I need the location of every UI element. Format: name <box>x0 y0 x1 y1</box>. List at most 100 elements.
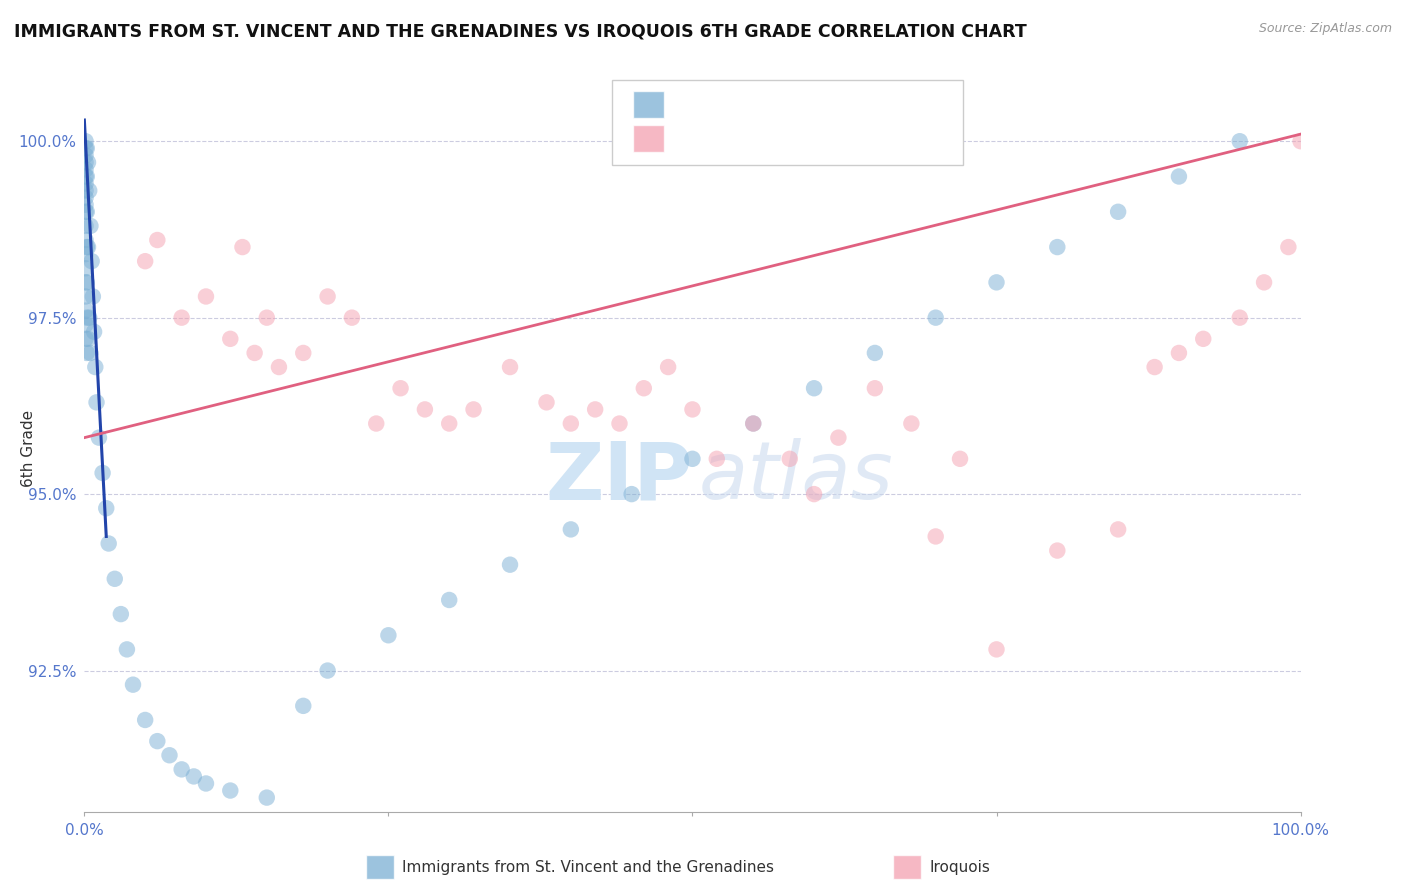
Point <box>87 431 110 445</box>
Point <box>75 318 97 332</box>
Point <box>76 276 98 290</box>
Point <box>76 204 98 219</box>
Text: ZIP: ZIP <box>546 438 693 516</box>
Point <box>742 417 765 431</box>
Point <box>560 417 582 431</box>
Point <box>76 141 98 155</box>
Point <box>1289 134 1312 148</box>
Point <box>75 303 97 318</box>
Point <box>925 529 948 543</box>
Point <box>560 522 582 536</box>
Point <box>499 558 522 572</box>
Point <box>77 310 100 325</box>
Point <box>75 148 97 162</box>
Text: R =: R = <box>675 95 711 113</box>
Point <box>742 417 765 431</box>
Point <box>77 332 100 346</box>
Point <box>75 141 97 155</box>
Point <box>1167 169 1189 184</box>
Text: N =: N = <box>787 129 824 147</box>
Text: atlas: atlas <box>699 438 893 516</box>
Point <box>183 769 205 783</box>
Point <box>84 360 107 375</box>
Point <box>75 155 97 169</box>
Point <box>316 289 339 303</box>
Point <box>75 289 97 303</box>
Point <box>75 219 97 233</box>
Point <box>779 451 801 466</box>
Point <box>292 346 315 360</box>
Text: Source: ZipAtlas.com: Source: ZipAtlas.com <box>1258 22 1392 36</box>
Point <box>159 748 181 763</box>
Text: IMMIGRANTS FROM ST. VINCENT AND THE GRENADINES VS IROQUOIS 6TH GRADE CORRELATION: IMMIGRANTS FROM ST. VINCENT AND THE GREN… <box>14 22 1026 40</box>
Point <box>75 261 97 276</box>
Point <box>97 536 120 550</box>
Point <box>122 678 145 692</box>
Point <box>77 240 100 254</box>
Point <box>104 572 127 586</box>
Point <box>827 431 849 445</box>
Point <box>77 184 100 198</box>
Point <box>267 360 290 375</box>
Point <box>75 233 97 247</box>
Point <box>75 169 97 184</box>
Point <box>96 501 118 516</box>
Point <box>82 289 104 303</box>
Point <box>76 346 98 360</box>
Point <box>110 607 132 621</box>
Point <box>75 162 97 177</box>
Point <box>75 276 97 290</box>
Point <box>986 642 1008 657</box>
Point <box>80 254 103 268</box>
Point <box>75 332 97 346</box>
Point <box>413 402 436 417</box>
Point <box>657 360 679 375</box>
Point <box>633 381 655 395</box>
Point <box>1143 360 1166 375</box>
Point <box>1167 346 1189 360</box>
Point <box>256 790 278 805</box>
Point <box>76 169 98 184</box>
Text: 73: 73 <box>827 95 852 113</box>
Text: 0.398: 0.398 <box>714 129 772 147</box>
Point <box>75 204 97 219</box>
Point <box>463 402 485 417</box>
Point <box>79 219 101 233</box>
Point <box>195 289 218 303</box>
Point <box>949 451 972 466</box>
Point <box>1192 332 1215 346</box>
Point <box>146 734 169 748</box>
Point <box>863 381 886 395</box>
Point <box>925 310 948 325</box>
Point <box>377 628 399 642</box>
Point <box>340 310 363 325</box>
Y-axis label: 6th Grade: 6th Grade <box>21 409 35 487</box>
Point <box>803 487 825 501</box>
Text: Iroquois: Iroquois <box>929 860 990 874</box>
Point <box>316 664 339 678</box>
Point <box>75 247 97 261</box>
Point <box>75 191 97 205</box>
Point <box>1253 276 1275 290</box>
Point <box>986 276 1008 290</box>
Point <box>134 254 156 268</box>
Point <box>292 698 315 713</box>
Point <box>256 310 278 325</box>
Point <box>83 325 105 339</box>
Point <box>79 346 101 360</box>
Point <box>1107 204 1129 219</box>
Point <box>219 783 242 797</box>
Point <box>1046 240 1069 254</box>
Point <box>170 310 193 325</box>
Point <box>146 233 169 247</box>
Point <box>682 451 704 466</box>
Point <box>195 776 218 790</box>
Point <box>609 417 631 431</box>
Point <box>706 451 728 466</box>
Text: Immigrants from St. Vincent and the Grenadines: Immigrants from St. Vincent and the Gren… <box>402 860 775 874</box>
Point <box>499 360 522 375</box>
Point <box>91 466 114 480</box>
Point <box>115 642 138 657</box>
Point <box>1046 543 1069 558</box>
Point <box>76 240 98 254</box>
